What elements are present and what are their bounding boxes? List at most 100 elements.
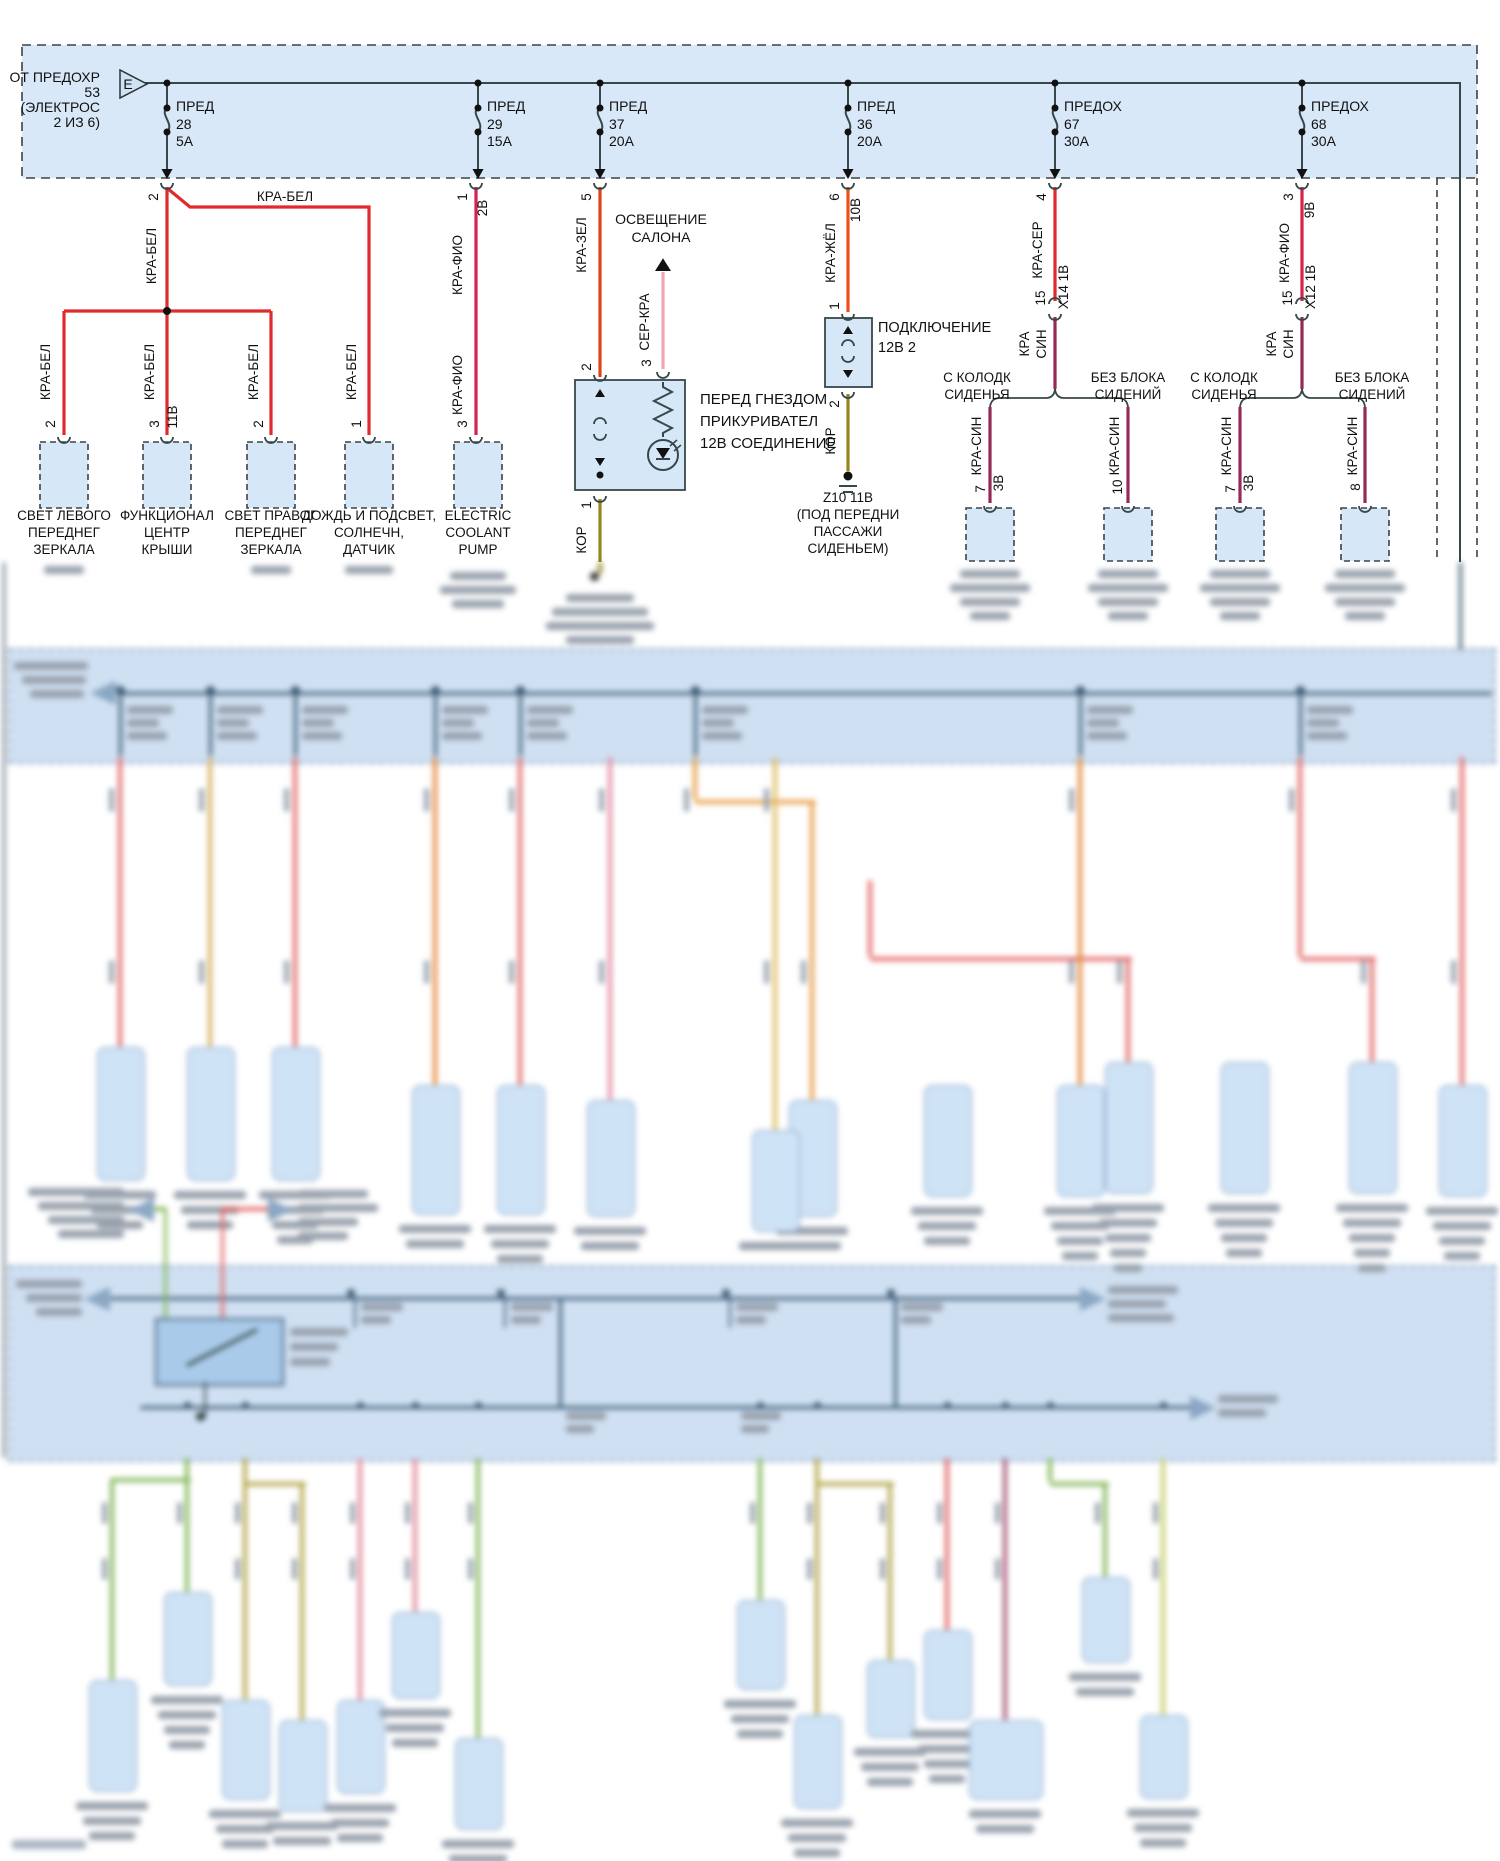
wire-label: КРА-ЗЕЛ (574, 217, 589, 272)
blur-shape (1298, 757, 1302, 957)
wire-label: КРА (1017, 332, 1032, 357)
blur-shape (1354, 1249, 1390, 1257)
blur-shape (245, 1482, 306, 1486)
blur-shape (163, 1207, 167, 1318)
wire-label: СИН (1034, 329, 1049, 358)
connector-arc (1121, 505, 1135, 513)
blur-shape (405, 1502, 410, 1524)
blur-shape (433, 757, 437, 1085)
blur-shape (929, 1775, 965, 1783)
blur-shape (28, 1188, 124, 1196)
blur-shape (559, 1298, 562, 1408)
blur-shape (158, 1711, 216, 1719)
wire-label: 3В (1241, 475, 1256, 492)
blur-shape (527, 732, 567, 740)
blur-shape (1140, 1715, 1188, 1799)
blur-shape (442, 706, 488, 714)
blur-shape (702, 732, 742, 740)
wire-label: 3 (147, 420, 162, 428)
blur-shape (222, 1207, 268, 1211)
blur-shape (1108, 612, 1148, 620)
wire-label: КОР (823, 427, 838, 454)
fuse-terminal-dot (844, 128, 852, 136)
junction-dot (596, 471, 604, 479)
blur-shape (807, 1502, 812, 1524)
source-connector-letter: Е (123, 76, 132, 92)
blur-shape (1215, 1219, 1273, 1227)
blur-shape (1307, 706, 1353, 714)
blur-shape (102, 1502, 107, 1524)
blur-shape (1114, 1264, 1142, 1272)
blur-shape (452, 600, 504, 608)
blur-shape (1335, 598, 1395, 606)
fuse-block-band (21, 44, 1478, 179)
blur-shape (259, 1191, 331, 1199)
blur-shape (222, 1700, 270, 1800)
blur-shape (148, 1207, 166, 1211)
blur-shape (118, 692, 1492, 695)
blur-shape (599, 788, 604, 812)
connector-arc (1295, 313, 1309, 321)
blur-shape (302, 706, 348, 714)
blur-shape (1210, 598, 1270, 606)
label: ДОЖДЬ И ПОДСВЕТ, (302, 508, 436, 523)
fuse-terminal-dot (474, 128, 482, 136)
blur-shape (1095, 1502, 1100, 1524)
source-label: 53 (84, 84, 100, 100)
blur-shape (887, 1289, 895, 1297)
blur-shape (413, 1458, 417, 1612)
blur-shape (205, 686, 215, 695)
blur-shape (140, 1406, 1192, 1409)
blur-shape (411, 1402, 419, 1409)
wire-label: 15 (1280, 290, 1295, 305)
blur-shape (216, 1825, 274, 1833)
blur-shape (110, 1478, 114, 1680)
fuse-rating: 15А (487, 133, 513, 149)
blur-shape (566, 1425, 594, 1433)
label: СИДЕНЬЯ (944, 387, 1009, 402)
blur-shape (76, 1802, 148, 1810)
blur-shape (750, 1502, 755, 1524)
blur-shape (894, 1298, 897, 1408)
blur-shape (449, 1855, 507, 1861)
blur-shape (509, 788, 514, 812)
blur-shape (1298, 692, 1302, 756)
label: ПОДКЛЮЧЕНИЕ (878, 320, 992, 336)
blur-shape (969, 1810, 1041, 1818)
blur-shape (960, 598, 1020, 606)
fuse-terminal-dot (596, 128, 604, 136)
blur-shape (183, 1402, 191, 1409)
arrow-up-icon (655, 258, 671, 271)
blur-shape (1098, 570, 1158, 578)
blur-shape (102, 1558, 107, 1580)
junction-dot (1298, 79, 1306, 87)
label: Z10 11В (823, 490, 873, 505)
source-label: (ЭЛЕКТРОС (20, 99, 100, 115)
blur-shape (737, 1600, 785, 1690)
connector-arc (1295, 182, 1309, 190)
junction-dot (844, 79, 852, 87)
blur-shape (235, 1502, 240, 1524)
blur-shape (918, 1222, 976, 1230)
blur-shape (1069, 960, 1074, 984)
blur-shape (1325, 584, 1405, 592)
blur-shape (783, 1242, 841, 1250)
blur-shape (433, 692, 437, 756)
blur-shape (1358, 1264, 1386, 1272)
fuse-terminal-dot (1298, 104, 1306, 112)
blur-shape (918, 1745, 976, 1753)
blur-shape (1426, 1207, 1498, 1215)
fuse-terminal-dot (163, 104, 171, 112)
blur-shape (185, 1458, 189, 1592)
arrow-down-icon (161, 169, 173, 179)
blur-shape (292, 1502, 297, 1524)
label: С КОЛОДК (1190, 370, 1258, 385)
blur-shape (412, 1085, 460, 1215)
blur-shape (960, 570, 1020, 578)
connector-arc (160, 436, 174, 444)
component-box (1103, 507, 1153, 562)
wire-label: КРА-БЕЛ (38, 344, 53, 400)
connector-arc (841, 355, 855, 363)
blur-shape (702, 706, 748, 714)
blur-shape (1370, 957, 1374, 1062)
